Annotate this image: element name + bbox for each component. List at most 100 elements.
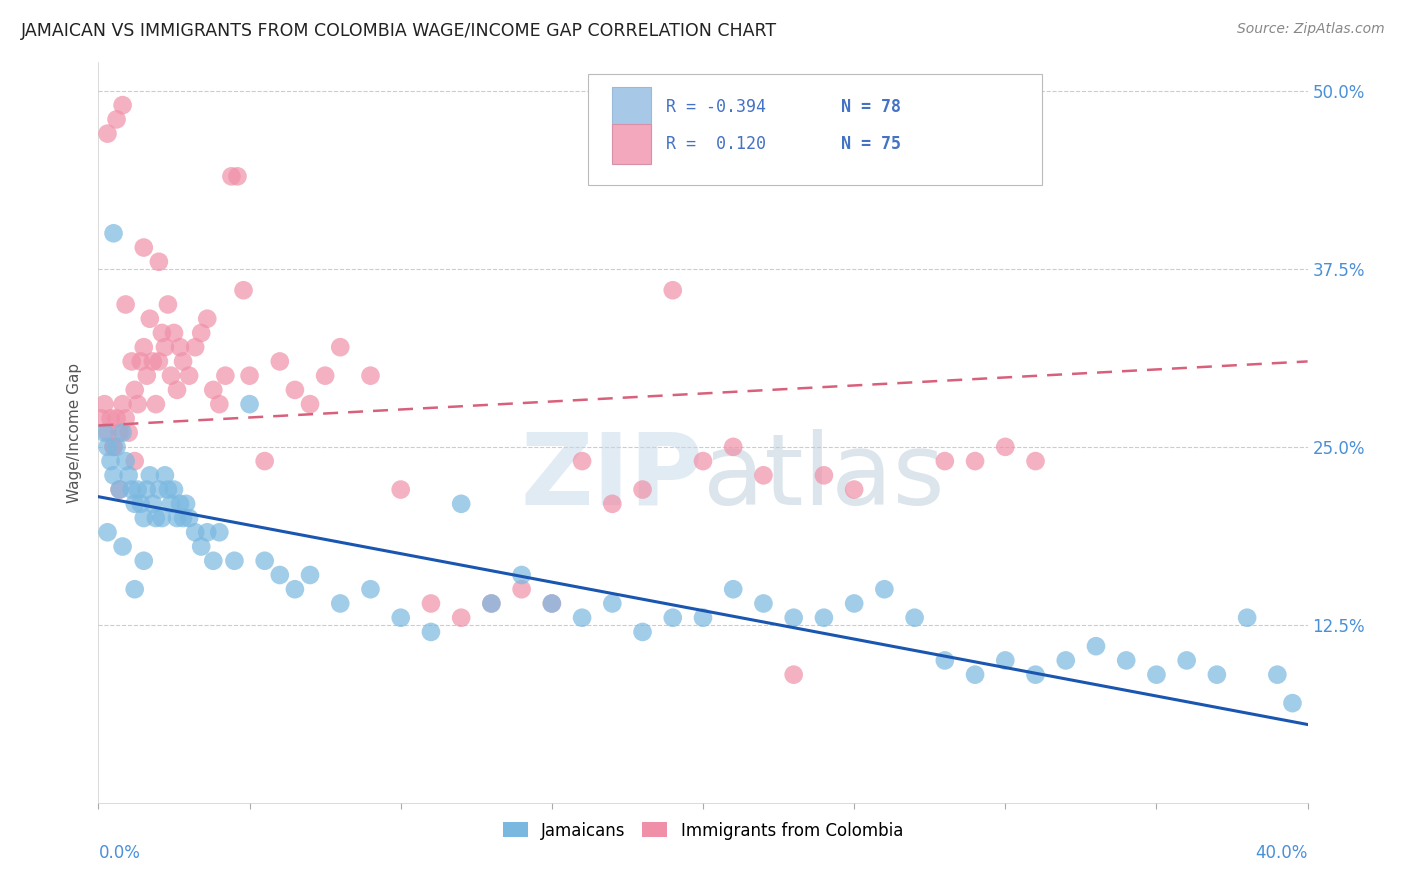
Point <box>269 354 291 368</box>
Point <box>111 397 134 411</box>
Point <box>179 511 201 525</box>
Point <box>90 411 112 425</box>
Point <box>132 340 155 354</box>
Point <box>329 597 352 611</box>
Point <box>132 240 155 255</box>
Point <box>299 397 322 411</box>
Point <box>132 511 155 525</box>
Point <box>631 483 654 497</box>
Point <box>965 667 987 681</box>
Point <box>139 468 162 483</box>
Text: R = -0.394: R = -0.394 <box>665 98 765 116</box>
Point <box>96 425 118 440</box>
Point <box>723 440 745 454</box>
Point <box>994 653 1017 667</box>
Point <box>450 610 472 624</box>
Text: Source: ZipAtlas.com: Source: ZipAtlas.com <box>1237 22 1385 37</box>
Point <box>93 425 115 440</box>
Point <box>481 597 503 611</box>
Point <box>114 454 136 468</box>
Point <box>232 283 254 297</box>
Point <box>329 340 352 354</box>
Point <box>253 454 276 468</box>
Point <box>96 525 118 540</box>
Point <box>1054 653 1077 667</box>
Legend: Jamaicans, Immigrants from Colombia: Jamaicans, Immigrants from Colombia <box>496 815 910 847</box>
Point <box>1115 653 1137 667</box>
Point <box>389 610 412 624</box>
Point <box>108 483 131 497</box>
Point <box>1236 610 1258 624</box>
Point <box>284 582 307 597</box>
Point <box>118 425 141 440</box>
Point <box>752 597 775 611</box>
Point <box>239 397 262 411</box>
Point <box>481 597 503 611</box>
Point <box>1144 667 1167 681</box>
Point <box>114 297 136 311</box>
Point <box>195 525 218 540</box>
Point <box>934 653 956 667</box>
Point <box>121 354 143 368</box>
Point <box>420 597 443 611</box>
Point <box>904 610 927 624</box>
Point <box>108 425 131 440</box>
Point <box>1024 667 1046 681</box>
Point <box>1281 696 1303 710</box>
Point <box>299 568 322 582</box>
Point <box>148 354 170 368</box>
Point <box>145 397 167 411</box>
Point <box>124 383 146 397</box>
Point <box>142 354 165 368</box>
Point <box>360 368 382 383</box>
Point <box>156 483 179 497</box>
Point <box>752 468 775 483</box>
Text: 0.0%: 0.0% <box>98 844 141 862</box>
Text: atlas: atlas <box>703 428 945 525</box>
Point <box>111 540 134 554</box>
Point <box>190 540 212 554</box>
Point <box>202 554 225 568</box>
Point <box>150 326 173 340</box>
Point <box>692 454 714 468</box>
Point <box>111 425 134 440</box>
Point <box>723 582 745 597</box>
Point <box>1206 667 1229 681</box>
Point <box>129 497 152 511</box>
Point <box>172 511 194 525</box>
Point <box>224 554 246 568</box>
Point <box>105 112 128 127</box>
Point <box>450 497 472 511</box>
FancyBboxPatch shape <box>588 73 1042 185</box>
Point <box>1024 454 1046 468</box>
Point <box>135 368 157 383</box>
Point <box>965 454 987 468</box>
Point <box>108 483 131 497</box>
Point <box>103 440 125 454</box>
Point <box>103 227 125 241</box>
Point <box>389 483 412 497</box>
Point <box>100 411 122 425</box>
Text: JAMAICAN VS IMMIGRANTS FROM COLOMBIA WAGE/INCOME GAP CORRELATION CHART: JAMAICAN VS IMMIGRANTS FROM COLOMBIA WAG… <box>21 22 778 40</box>
Point <box>103 468 125 483</box>
Point <box>692 610 714 624</box>
Point <box>284 383 307 397</box>
Point <box>100 454 122 468</box>
Point <box>163 326 186 340</box>
Point <box>1085 639 1108 653</box>
Point <box>202 383 225 397</box>
Point <box>124 454 146 468</box>
Point <box>105 411 128 425</box>
Point <box>214 368 236 383</box>
Point <box>360 582 382 597</box>
Point <box>510 582 533 597</box>
Y-axis label: Wage/Income Gap: Wage/Income Gap <box>67 362 83 503</box>
Point <box>148 483 170 497</box>
Point <box>139 311 162 326</box>
Point <box>127 397 149 411</box>
Point <box>93 397 115 411</box>
Point <box>190 326 212 340</box>
Point <box>540 597 562 611</box>
Point <box>540 597 562 611</box>
Point <box>166 383 188 397</box>
